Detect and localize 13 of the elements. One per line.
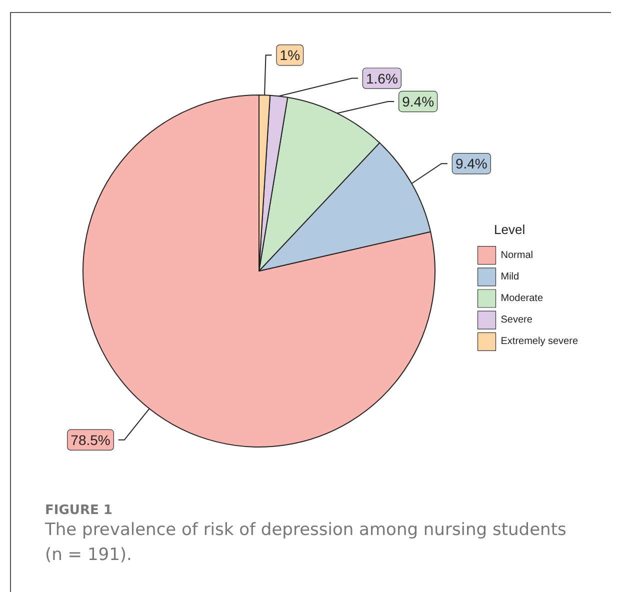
data-label: 9.4% <box>455 156 488 172</box>
text: FIGURE 1 <box>45 503 114 518</box>
data-label: 1.6% <box>366 70 398 86</box>
legend-label: Severe <box>500 314 533 326</box>
legend-title: Level <box>494 222 526 237</box>
text: The prevalence of risk of depression among nursing students (n = 191). <box>45 519 568 567</box>
data-label: 1% <box>280 47 300 64</box>
data-label: 78.5% <box>70 432 110 448</box>
legend-label: Normal <box>500 250 533 261</box>
legend-label: Extremely severe <box>500 336 578 348</box>
legend-label: Moderate <box>500 293 544 304</box>
legend-label: Mild <box>500 271 520 282</box>
data-label: 9.4% <box>402 94 434 110</box>
